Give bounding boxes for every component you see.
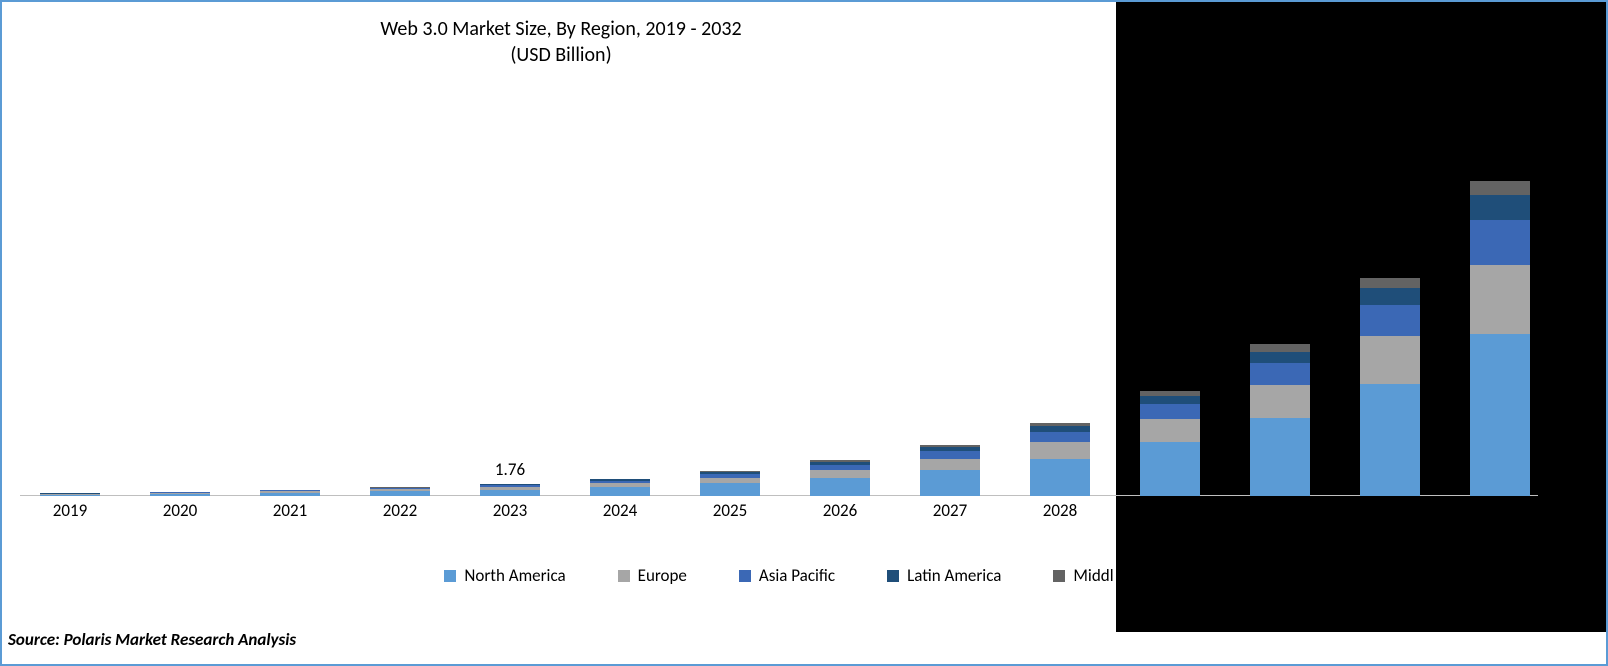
legend-swatch <box>1053 570 1065 582</box>
segment-north-america <box>370 491 430 496</box>
legend-label: Middl <box>1073 565 1113 586</box>
bar-2019 <box>40 493 100 496</box>
bar-2029 <box>1140 391 1200 496</box>
title-line-2: (USD Billion) <box>2 42 1120 68</box>
source-attribution: Source: Polaris Market Research Analysis <box>8 629 296 650</box>
segment-north-america <box>1470 334 1530 496</box>
segment-asia-pacific <box>1140 404 1200 419</box>
legend-swatch <box>739 570 751 582</box>
bar-2024 <box>590 479 650 496</box>
segment-europe <box>1030 442 1090 458</box>
segment-europe <box>1140 419 1200 442</box>
bar-2020 <box>150 492 210 496</box>
segment-north-america <box>150 494 210 496</box>
bar-2021 <box>260 490 320 496</box>
legend: North America Europe Asia Pacific Latin Ame… <box>20 565 1538 586</box>
data-label: 1.76 <box>495 459 525 480</box>
x-label: 2023 <box>480 500 540 521</box>
segment-europe <box>1470 265 1530 334</box>
segment-middle-east-africa <box>1250 344 1310 351</box>
segment-north-america <box>590 487 650 496</box>
segment-north-america <box>810 478 870 496</box>
bar-2027 <box>920 445 980 496</box>
segment-north-america <box>700 483 760 496</box>
segment-latin-america <box>1140 396 1200 404</box>
x-label: 2019 <box>40 500 100 521</box>
legend-item: Europe <box>618 565 687 586</box>
segment-north-america <box>260 493 320 496</box>
segment-north-america <box>480 490 540 496</box>
segment-asia-pacific <box>1470 220 1530 265</box>
bar-2023: 1.76 <box>480 484 540 496</box>
legend-swatch <box>618 570 630 582</box>
legend-label: Asia Pacific <box>759 565 835 586</box>
bar-2022 <box>370 487 430 496</box>
segment-europe <box>1360 336 1420 384</box>
segment-north-america <box>40 495 100 496</box>
x-label: 2026 <box>810 500 870 521</box>
segment-north-america <box>1250 418 1310 496</box>
legend-swatch <box>444 570 456 582</box>
segment-latin-america <box>1360 288 1420 305</box>
x-label: 2025 <box>700 500 760 521</box>
x-label: 2021 <box>260 500 320 521</box>
segment-north-america <box>1030 459 1090 496</box>
segment-europe <box>920 459 980 470</box>
legend-item: Latin America <box>887 565 1001 586</box>
plot-area: 1.76 <box>20 76 1538 496</box>
legend-label: North America <box>464 565 565 586</box>
bar-2028 <box>1030 423 1090 496</box>
x-label: 2028 <box>1030 500 1090 521</box>
bar-2026 <box>810 460 870 496</box>
segment-latin-america <box>1250 352 1310 364</box>
legend-label: Europe <box>638 565 687 586</box>
bar-2032 <box>1470 181 1530 496</box>
segment-europe <box>810 470 870 478</box>
x-label: 2027 <box>920 500 980 521</box>
chart-container: Web 3.0 Market Size, By Region, 2019 - 2… <box>0 0 1608 666</box>
bar-2025 <box>700 471 760 496</box>
segment-asia-pacific <box>1030 432 1090 442</box>
segment-asia-pacific <box>1360 305 1420 336</box>
legend-item: North America <box>444 565 565 586</box>
segment-europe <box>1250 385 1310 418</box>
bar-2030 <box>1250 344 1310 496</box>
x-axis-labels: 2019 2020 2021 2022 2023 2024 2025 2026 2027 2028 <box>20 500 1538 526</box>
legend-swatch <box>887 570 899 582</box>
legend-item: Asia Pacific <box>739 565 835 586</box>
segment-north-america <box>1140 442 1200 496</box>
segment-asia-pacific <box>920 451 980 458</box>
title-line-1: Web 3.0 Market Size, By Region, 2019 - 2… <box>2 16 1120 42</box>
x-label: 2020 <box>150 500 210 521</box>
x-label: 2022 <box>370 500 430 521</box>
legend-label: Latin America <box>907 565 1001 586</box>
segment-asia-pacific <box>1250 363 1310 384</box>
segment-middle-east-africa <box>1360 278 1420 288</box>
bar-2031 <box>1360 278 1420 497</box>
segment-north-america <box>1360 384 1420 496</box>
segment-north-america <box>920 470 980 496</box>
segment-middle-east-africa <box>1470 181 1530 196</box>
legend-item: Middl <box>1053 565 1113 586</box>
chart-title: Web 3.0 Market Size, By Region, 2019 - 2… <box>2 16 1120 68</box>
x-axis-line <box>20 495 1538 496</box>
x-label: 2024 <box>590 500 650 521</box>
segment-latin-america <box>1470 195 1530 220</box>
